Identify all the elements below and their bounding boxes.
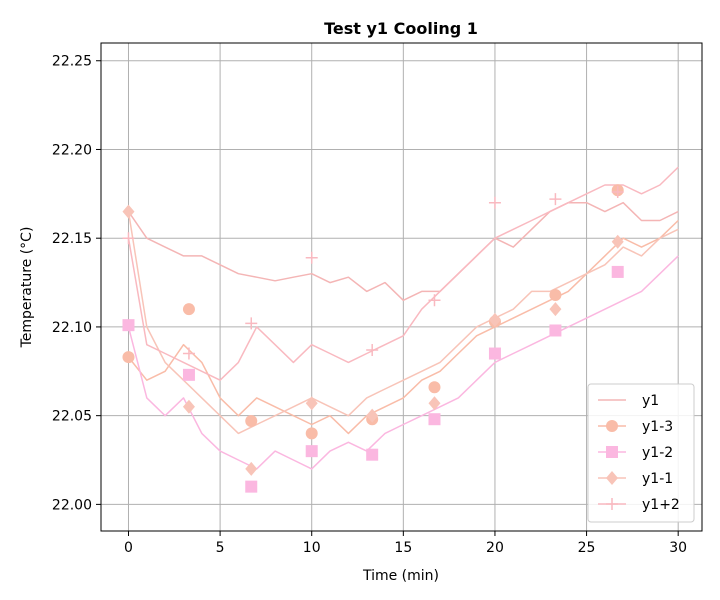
legend-box — [587, 383, 695, 523]
x-axis-label: Time (min) — [362, 568, 439, 584]
series-line-y1-1 — [127, 211, 679, 435]
data-point-y1-3 — [182, 303, 195, 316]
axis-ticks: 0 5 10 15 20 25 30 22.00 22.05 22.10 22.15 22.20 22.… — [52, 54, 687, 556]
legend-swatch-marker — [606, 471, 618, 485]
x-tick-label: 0 — [124, 540, 133, 556]
y-tick-label: 22.20 — [52, 142, 92, 158]
legend-swatch-marker — [606, 498, 618, 510]
data-point-y1+2 — [245, 317, 258, 330]
data-point-y1-1 — [366, 408, 379, 423]
x-tick-label: 25 — [578, 540, 596, 556]
x-tick-label: 20 — [486, 540, 504, 556]
data-point-y1-1 — [549, 302, 562, 317]
data-point-y1-3 — [305, 427, 318, 440]
data-point-y1-2 — [122, 319, 135, 332]
data-point-y1-1 — [611, 234, 624, 249]
data-point-y1-3 — [245, 414, 258, 427]
data-point-y1+2 — [182, 347, 195, 360]
data-point-y1+2 — [366, 343, 379, 356]
data-point-y1-2 — [428, 413, 441, 426]
data-point-y1-1 — [488, 312, 501, 327]
y-tick-label: 22.15 — [52, 231, 92, 247]
x-tick-label: 15 — [394, 540, 412, 556]
data-point-y1-2 — [245, 480, 258, 493]
legend-label: y1-2 — [642, 445, 673, 461]
chart-title: Test y1 Cooling 1 — [324, 19, 478, 38]
data-point-y1-2 — [182, 368, 195, 381]
legend-label: y1 — [642, 393, 659, 409]
grid-lines — [101, 43, 702, 531]
series-lines — [127, 166, 679, 470]
series-line-y1+2 — [127, 166, 679, 381]
y-tick-label: 22.25 — [52, 54, 92, 70]
legend-label: y1+2 — [642, 497, 680, 513]
data-point-y1-1 — [122, 204, 135, 219]
legend-swatch-marker — [606, 446, 618, 458]
x-tick-label: 30 — [669, 540, 687, 556]
legend-label: y1-1 — [642, 471, 673, 487]
y-tick-label: 22.00 — [52, 497, 92, 513]
data-point-y1-3 — [549, 288, 562, 301]
data-point-y1-3 — [428, 381, 441, 394]
data-point-y1-1 — [182, 399, 195, 414]
data-point-y1+2 — [428, 294, 441, 307]
data-point-y1-3 — [122, 351, 135, 364]
data-point-y1-1 — [428, 396, 441, 411]
data-point-y1+2 — [305, 251, 318, 264]
series-line-y1-2 — [127, 255, 679, 470]
data-point-y1-1 — [245, 461, 258, 476]
plot-frame — [100, 42, 703, 532]
x-tick-label: 5 — [216, 540, 225, 556]
data-point-y1-2 — [549, 324, 562, 337]
data-point-y1-1 — [305, 396, 318, 411]
series-markers — [122, 184, 624, 493]
data-point-y1-2 — [611, 265, 624, 278]
series-line-y1 — [127, 201, 679, 302]
y-tick-label: 22.10 — [52, 320, 92, 336]
data-point-y1-2 — [366, 448, 379, 461]
y-axis-label: Temperature (°C) — [19, 227, 35, 349]
legend-label: y1-3 — [642, 419, 673, 435]
y-tick-label: 22.05 — [52, 409, 92, 425]
data-point-y1-2 — [305, 445, 318, 458]
data-point-y1+2 — [549, 193, 562, 206]
data-point-y1-2 — [488, 347, 501, 360]
data-point-y1+2 — [122, 232, 135, 245]
x-tick-label: 10 — [303, 540, 321, 556]
data-point-y1+2 — [488, 196, 501, 209]
data-point-y1+2 — [611, 186, 624, 199]
legend: y1 y1-3 y1-2 y1-1 y1+2 — [587, 383, 695, 523]
legend-swatch-marker — [606, 420, 618, 432]
